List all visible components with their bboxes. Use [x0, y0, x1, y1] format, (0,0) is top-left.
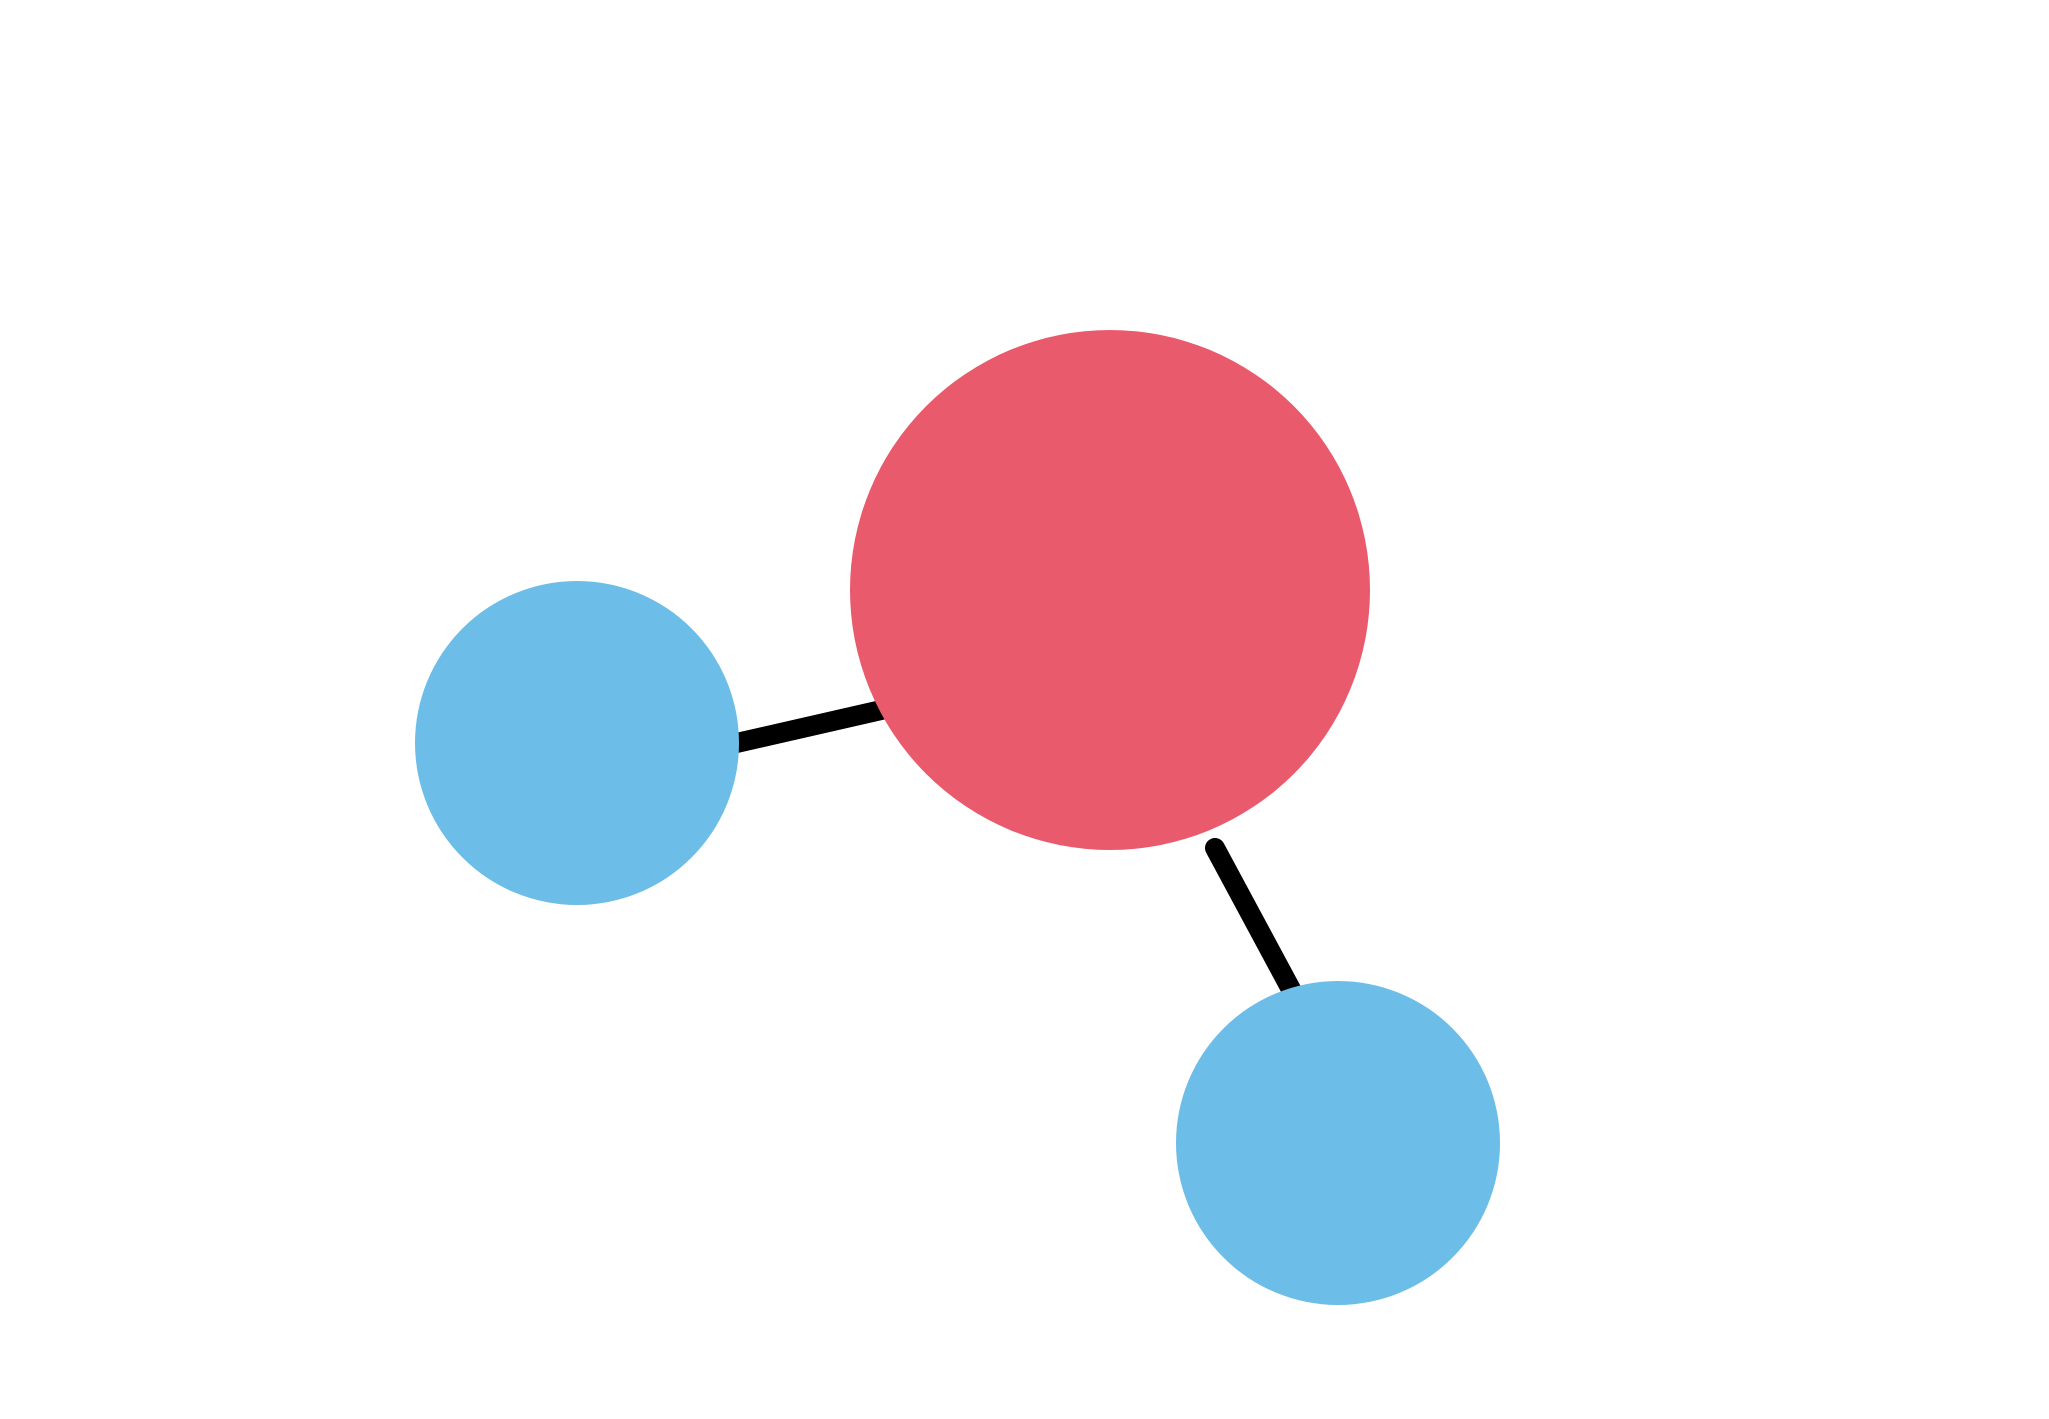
molecule-diagram [0, 0, 2049, 1419]
atom-center [850, 330, 1370, 850]
atom-left [415, 581, 739, 905]
atom-bottom-right [1176, 981, 1500, 1305]
